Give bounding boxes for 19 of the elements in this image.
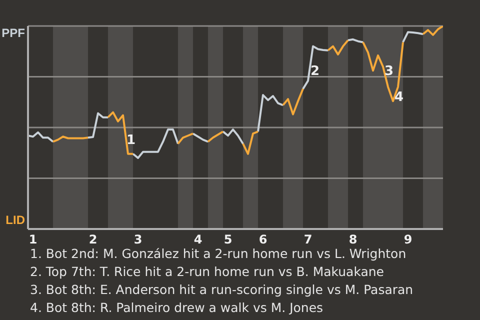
- x-tick-label: 7: [304, 232, 312, 247]
- text: 4. Bot 8th: R. Palmeiro drew a walk vs M. Jones: [30, 299, 324, 317]
- annotation: 2: [309, 64, 321, 79]
- x-tick-label: 1: [28, 232, 38, 247]
- x-tick-label: 6: [258, 232, 268, 247]
- x-tick-label: 8: [348, 232, 358, 247]
- text: 3. Bot 8th: E. Anderson hit a run-scoring single vs M. Pasaran: [30, 281, 414, 299]
- x-tick-label: 2: [88, 232, 98, 247]
- text: PPF: [0, 26, 25, 41]
- x-tick-label: 4: [194, 232, 202, 247]
- annotation: 1: [125, 133, 137, 148]
- x-tick-label: 3: [134, 232, 142, 247]
- annotation: 3: [383, 64, 395, 79]
- text: 2. Top 7th: T. Rice hit a 2-run home run vs B. Makuakane: [30, 263, 385, 281]
- annotation: 4: [393, 90, 405, 105]
- x-tick-label: 9: [404, 232, 412, 247]
- x-tick-label: 5: [224, 232, 232, 247]
- text: LID: [4, 213, 25, 228]
- text: 1. Bot 2nd: M. González hit a 2-run home run vs L. Wrighton: [30, 245, 408, 263]
